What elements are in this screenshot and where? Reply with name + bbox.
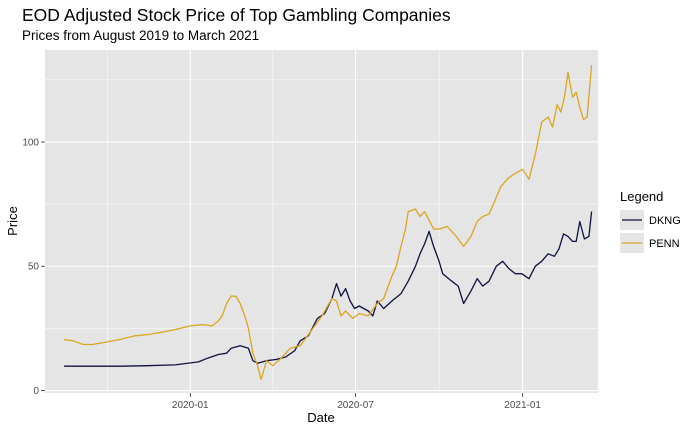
y-tick-label: 0	[33, 386, 39, 397]
x-axis: 2020-01 2020-07 2021-01	[172, 393, 541, 411]
y-axis: 0 50 100	[22, 137, 45, 397]
y-axis-title: Price	[5, 206, 20, 236]
grid-minor	[45, 50, 598, 393]
legend-title: Legend	[620, 189, 663, 204]
y-tick-label: 50	[28, 262, 40, 273]
x-tick-label: 2021-01	[504, 400, 541, 411]
y-tick-label: 100	[22, 137, 39, 148]
legend: Legend DKNG PENN	[620, 189, 681, 253]
x-axis-title: Date	[307, 410, 334, 425]
x-tick-label: 2020-07	[337, 400, 374, 411]
chart-title: EOD Adjusted Stock Price of Top Gambling…	[22, 5, 451, 25]
x-tick-label: 2020-01	[172, 400, 209, 411]
chart-subtitle: Prices from August 2019 to March 2021	[22, 28, 260, 43]
legend-label-penn: PENN	[649, 238, 680, 250]
plot-panel	[45, 50, 598, 393]
grid-major	[45, 50, 598, 393]
series-lines	[64, 64, 593, 380]
legend-label-dkng: DKNG	[649, 215, 681, 227]
series-line-penn	[64, 64, 593, 380]
series-line-dkng	[64, 211, 593, 367]
